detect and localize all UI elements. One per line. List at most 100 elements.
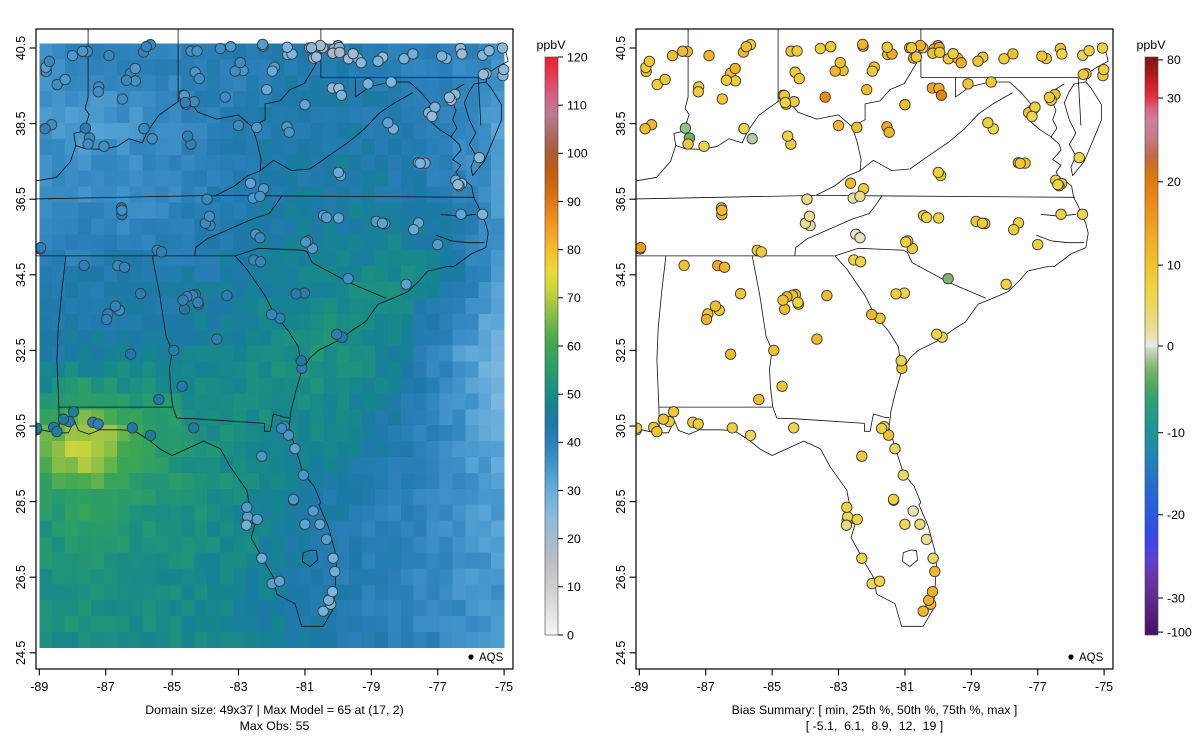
- aqs-station-dot: [282, 429, 295, 441]
- aqs-station-dot: [899, 518, 911, 530]
- svg-text:40.5: 40.5: [14, 36, 28, 60]
- aqs-station-dot: [692, 418, 704, 430]
- aqs-station-dot: [329, 565, 341, 578]
- aqs-station-dot: [841, 501, 853, 513]
- aqs-station-dot: [643, 55, 656, 68]
- aqs-station-dot: [256, 38, 269, 51]
- aqs-station-dot: [882, 429, 895, 441]
- svg-text:-79: -79: [362, 680, 380, 694]
- svg-text:100: 100: [567, 147, 588, 161]
- aqs-station-dot: [821, 289, 833, 302]
- aqs-station-dot: [39, 123, 51, 135]
- aqs-station-dot: [782, 130, 794, 142]
- svg-text:120: 120: [567, 50, 588, 64]
- aqs-station-dot: [326, 585, 339, 598]
- aqs-station-dot: [703, 49, 715, 62]
- aqs-station-dot: [332, 212, 345, 224]
- state-border-line: [259, 92, 413, 172]
- aqs-station-dot: [92, 86, 104, 98]
- aqs-station-dot: [942, 272, 954, 285]
- aqs-station-dot: [856, 38, 869, 51]
- aqs-station-dot: [221, 289, 233, 302]
- aqs-station-dot: [856, 450, 868, 462]
- aqs-station-dot: [398, 53, 410, 65]
- aqs-legend: AQS: [1068, 652, 1104, 664]
- aqs-station-dot: [153, 393, 165, 406]
- aqs-station-dot: [473, 151, 485, 164]
- aqs-station-dot: [211, 333, 223, 345]
- aqs-station-dot: [287, 493, 300, 506]
- aqs-station-dot: [651, 425, 663, 438]
- aqs-station-dot: [400, 278, 412, 290]
- aqs-station-dot: [1055, 208, 1067, 220]
- aqs-station-dot: [177, 294, 189, 306]
- svg-text:28.5: 28.5: [14, 489, 28, 513]
- aqs-station-dot: [256, 450, 268, 462]
- aqs-station-dot: [314, 518, 326, 530]
- aqs-station-dot: [755, 246, 768, 258]
- svg-text:10: 10: [567, 580, 581, 594]
- aqs-station-dot: [801, 193, 813, 205]
- aqs-station-dot: [811, 333, 823, 345]
- aqs-station-dot: [43, 55, 56, 68]
- aqs-station-dot: [496, 42, 509, 54]
- aqs-station-dot: [1052, 178, 1064, 191]
- aqs-station-dot: [266, 308, 278, 321]
- aqs-station-dot: [907, 505, 919, 517]
- state-border-line: [472, 81, 502, 177]
- aqs-station-dot: [929, 565, 941, 578]
- aqs-station-dot: [241, 501, 253, 513]
- svg-text:32.5: 32.5: [614, 338, 628, 362]
- svg-text:-89: -89: [30, 680, 48, 694]
- aqs-station-dot: [320, 211, 333, 224]
- aqs-station-dot: [116, 93, 128, 105]
- state-border-line: [794, 195, 883, 256]
- aqs-station-dot: [856, 552, 868, 564]
- axis-ticks: [29, 47, 505, 676]
- svg-text:24.5: 24.5: [614, 641, 628, 665]
- aqs-station-dot: [443, 91, 456, 104]
- aqs-station-dot: [232, 119, 245, 132]
- state-border-line: [194, 195, 283, 256]
- aqs-station-dot: [335, 89, 348, 101]
- svg-text:28.5: 28.5: [614, 489, 628, 513]
- aqs-station-dot: [310, 51, 323, 63]
- state-border-line: [751, 255, 778, 419]
- aqs-station-dot: [914, 518, 926, 530]
- aqs-station-dot: [251, 513, 263, 526]
- aqs-station-dot: [1036, 50, 1048, 62]
- aqs-station-dot: [146, 133, 158, 145]
- aqs-station-dot: [814, 42, 826, 55]
- aqs-station-dot: [225, 41, 237, 53]
- aqs-station-dot: [455, 208, 467, 220]
- svg-text:40.5: 40.5: [614, 36, 628, 60]
- aqs-station-dot: [498, 63, 510, 76]
- aqs-station-dot: [931, 328, 943, 340]
- aqs-station-dot: [866, 308, 878, 321]
- aqs-station-dot: [881, 41, 893, 53]
- aqs-station-dot: [947, 48, 959, 60]
- aqs-station-dot: [219, 91, 231, 103]
- svg-text:60: 60: [567, 339, 581, 353]
- aqs-station-dot: [51, 78, 63, 91]
- aqs-station-dot: [477, 68, 489, 81]
- aqs-station-dot: [832, 119, 845, 132]
- state-border-line: [656, 255, 667, 430]
- aqs-station-dot: [452, 178, 464, 191]
- svg-text:-81: -81: [896, 680, 914, 694]
- aqs-station-dot: [331, 328, 343, 340]
- aqs-legend-dot: [468, 654, 474, 660]
- colorbar-unit-label: ppbV: [537, 38, 567, 52]
- aqs-station-dot: [825, 41, 837, 53]
- state-border-line: [1072, 81, 1102, 177]
- aqs-station-dot: [1014, 157, 1026, 170]
- svg-text:-85: -85: [163, 680, 181, 694]
- svg-text:-85: -85: [763, 680, 781, 694]
- aqs-station-dot: [1032, 238, 1044, 251]
- aqs-station-dot: [729, 62, 741, 75]
- state-border-line: [776, 413, 890, 432]
- aqs-station-dot: [201, 193, 213, 205]
- svg-text:-77: -77: [429, 680, 447, 694]
- aqs-station-dot: [334, 46, 346, 59]
- aqs-station-dot: [709, 300, 722, 312]
